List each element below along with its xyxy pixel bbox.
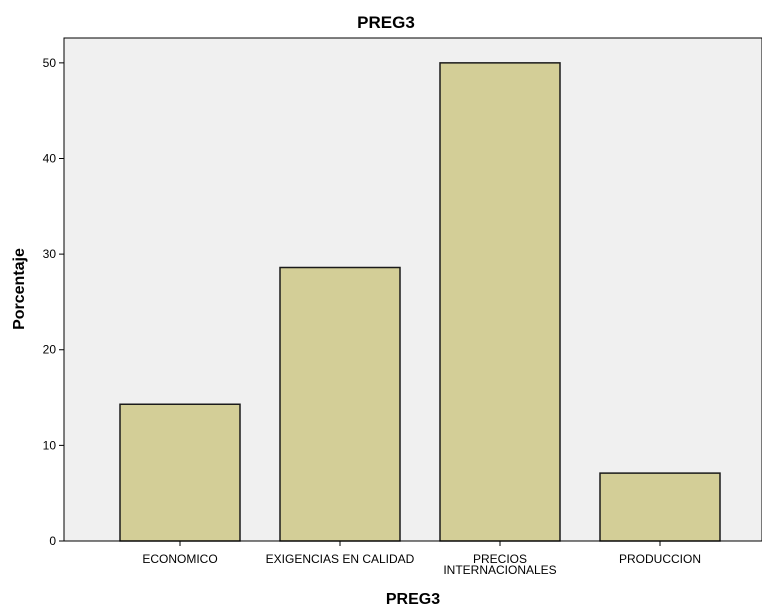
bar-exigencias-en-calidad	[279, 266, 401, 542]
x-category-label: PRECIOS INTERNACIONALES	[443, 552, 556, 577]
bar-precios-internacionales	[439, 62, 561, 542]
x-axis-category-labels: ECONOMICO EXIGENCIAS EN CALIDAD PRECIOS INT…	[142, 541, 701, 577]
x-category-label: PRODUCCION	[619, 552, 701, 566]
y-tick-label: 10	[43, 438, 57, 452]
x-category-label: EXIGENCIAS EN CALIDAD	[266, 552, 415, 566]
y-tick-label: 0	[49, 534, 56, 548]
bar-produccion	[599, 472, 721, 542]
x-axis-title: PREG3	[386, 591, 440, 608]
y-tick-label: 20	[43, 343, 57, 357]
bar-economico	[119, 403, 241, 542]
y-tick-label: 40	[43, 151, 57, 165]
y-tick-label: 50	[43, 56, 57, 70]
x-category-label: ECONOMICO	[142, 552, 217, 566]
y-axis-title: Porcentaje	[11, 248, 28, 330]
chart-title: PREG3	[357, 13, 415, 32]
y-axis-ticks: 0 10 20 30 40 50	[43, 56, 64, 548]
y-tick-label: 30	[43, 247, 57, 261]
